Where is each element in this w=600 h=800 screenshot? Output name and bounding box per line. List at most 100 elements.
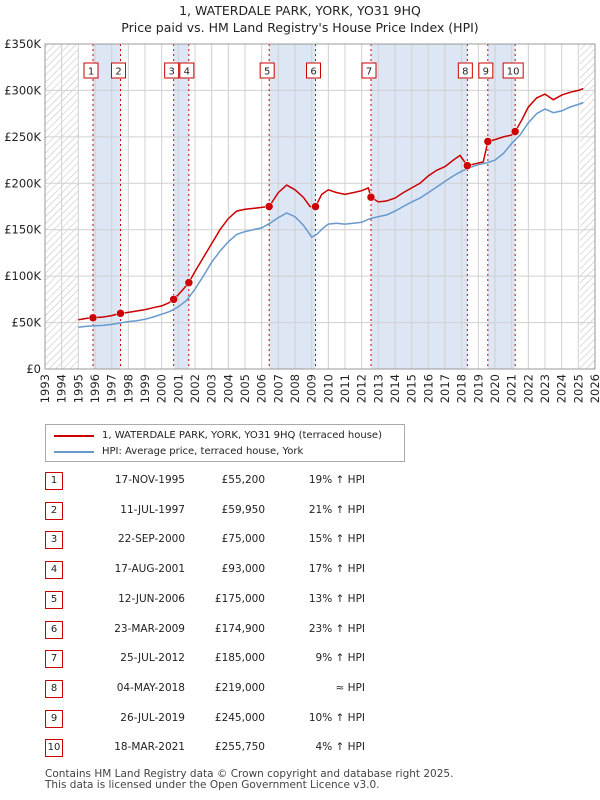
shaded-period-1	[173, 44, 189, 369]
shaded-period-4	[487, 44, 516, 369]
sale-point	[184, 278, 194, 287]
x-tick-label: 2024	[555, 374, 569, 403]
x-tick-label: 2007	[271, 374, 285, 403]
x-tick-label: 2005	[238, 374, 252, 403]
sale-hpi-change: 15% ↑ HPI	[308, 533, 365, 546]
shaded-period-0	[92, 44, 121, 369]
title-address: 1, WATERDALE PARK, YORK, YO31 9HQ	[179, 3, 421, 18]
hpi-line	[78, 101, 584, 328]
sale-number: 9	[45, 709, 63, 728]
sale-marker-label: 10	[507, 67, 520, 78]
legend-hpi-label: HPI: Average price, terraced house, York	[102, 446, 304, 457]
chart-title: 1, WATERDALE PARK, YORK, YO31 9HQ Price …	[0, 2, 600, 36]
chart-legend: 1, WATERDALE PARK, YORK, YO31 9HQ (terra…	[45, 424, 405, 462]
x-tick-label: 2022	[521, 374, 535, 403]
shaded-period-2	[269, 44, 316, 369]
sale-marker-box	[83, 62, 99, 79]
sale-date: 25-JUL-2012	[120, 652, 185, 665]
x-tick-label: 1994	[55, 374, 69, 403]
sale-marker-label: 6	[310, 67, 316, 78]
sale-hpi-change: 19% ↑ HPI	[308, 474, 365, 486]
x-tick-label: 1999	[138, 374, 152, 403]
x-tick-label: 2009	[305, 374, 319, 403]
sale-marker-label: 1	[88, 67, 94, 78]
sale-hpi-change: 4% ↑ HPI	[315, 741, 365, 754]
sale-price: £175,000	[214, 592, 265, 605]
price-chart: 1 2 3 4 5 6 7 8 9 10 £0 £50K £100K £150K £200K £250K £3…	[4, 37, 600, 403]
sale-point	[510, 127, 520, 136]
sale-number: 5	[45, 590, 63, 609]
sale-price: £255,750	[214, 741, 265, 754]
x-tick-label: 2002	[188, 374, 202, 403]
sale-price: £93,000	[221, 563, 265, 576]
sale-date: 22-SEP-2000	[117, 533, 185, 546]
sale-marker-box	[478, 62, 494, 79]
sale-marker-box	[306, 62, 321, 79]
sale-price: £75,000	[221, 533, 265, 546]
sale-number: 1	[45, 472, 63, 490]
sale-row: 6 23-MAR-2009 £174,900 23% ↑ HPI	[45, 620, 405, 641]
y-tick-label: £100K	[4, 269, 41, 283]
sale-point	[366, 192, 376, 202]
sale-price: £219,000	[214, 681, 265, 694]
x-tick-label: 2020	[488, 374, 502, 403]
x-tick-label: 2004	[221, 374, 235, 403]
x-tick-label: 2000	[155, 374, 169, 403]
sale-number: 6	[45, 620, 63, 639]
sale-point	[483, 137, 493, 146]
x-tick-label: 2003	[205, 374, 219, 403]
sale-row: 8 04-MAY-2018 £219,000 ≈ HPI	[45, 679, 405, 700]
sale-marker-box	[259, 62, 275, 79]
x-tick-label: 2014	[388, 374, 402, 403]
x-tick-label: 2017	[438, 374, 452, 403]
x-tick-label: 2025	[571, 374, 585, 403]
x-tick-label: 2023	[538, 374, 552, 403]
sale-number: 2	[45, 501, 63, 520]
sale-date: 17-AUG-2001	[114, 563, 185, 576]
x-tick-label: 2008	[288, 374, 302, 403]
x-tick-label: 2011	[338, 374, 352, 403]
sale-price: £55,200	[221, 474, 265, 486]
sale-row: 2 11-JUL-1997 £59,950 21% ↑ HPI	[45, 501, 405, 522]
sale-point	[116, 309, 125, 318]
sale-hpi-change: 10% ↑ HPI	[308, 711, 365, 724]
sale-date: 11-JUL-1997	[120, 503, 185, 516]
x-tick-label: 1998	[121, 374, 135, 403]
sale-marker-label: 3	[168, 67, 174, 78]
sale-number: 3	[45, 531, 63, 550]
sale-row: 7 25-JUL-2012 £185,000 9% ↑ HPI	[45, 650, 405, 670]
x-tick-label: 2015	[405, 374, 419, 403]
sale-date: 26-JUL-2019	[120, 711, 185, 724]
sale-row: 3 22-SEP-2000 £75,000 15% ↑ HPI	[45, 531, 405, 551]
sale-marker-label: 5	[264, 67, 270, 78]
sale-number: 4	[45, 561, 63, 580]
sale-row: 5 12-JUN-2006 £175,000 13% ↑ HPI	[45, 590, 405, 611]
sale-row: 9 26-JUL-2019 £245,000 10% ↑ HPI	[45, 709, 405, 730]
legend-hpi-swatch	[54, 451, 94, 453]
hatched-region-1	[580, 44, 595, 369]
sale-price: £59,950	[221, 503, 265, 516]
x-tick-label: 2012	[355, 374, 369, 403]
y-tick-label: £50K	[12, 316, 42, 330]
sale-marker-box	[361, 62, 377, 79]
sale-point	[88, 313, 98, 322]
legend-property-swatch	[54, 435, 94, 437]
sale-point	[463, 161, 472, 170]
x-tick-label: 1995	[71, 374, 85, 403]
x-tick-label: 2013	[371, 374, 385, 403]
sale-date: 04-MAY-2018	[116, 681, 185, 694]
sale-number: 8	[45, 679, 63, 698]
property-line	[78, 87, 584, 321]
sale-marker-box	[164, 62, 180, 79]
x-tick-label: 2001	[171, 374, 185, 403]
sale-marker-box	[457, 62, 473, 79]
sale-date: 18-MAR-2021	[114, 741, 185, 754]
sale-date: 12-JUN-2006	[118, 592, 185, 605]
sale-price: £185,000	[214, 652, 265, 665]
footer-licence: This data is licensed under the Open Gov…	[45, 779, 380, 791]
sale-row: 1 17-NOV-1995 £55,200 19% ↑ HPI	[45, 472, 405, 492]
sale-date: 23-MAR-2009	[114, 622, 185, 635]
x-tick-label: 2018	[455, 374, 469, 403]
x-tick-label: 2006	[255, 374, 269, 403]
sale-marker-box	[502, 62, 524, 79]
